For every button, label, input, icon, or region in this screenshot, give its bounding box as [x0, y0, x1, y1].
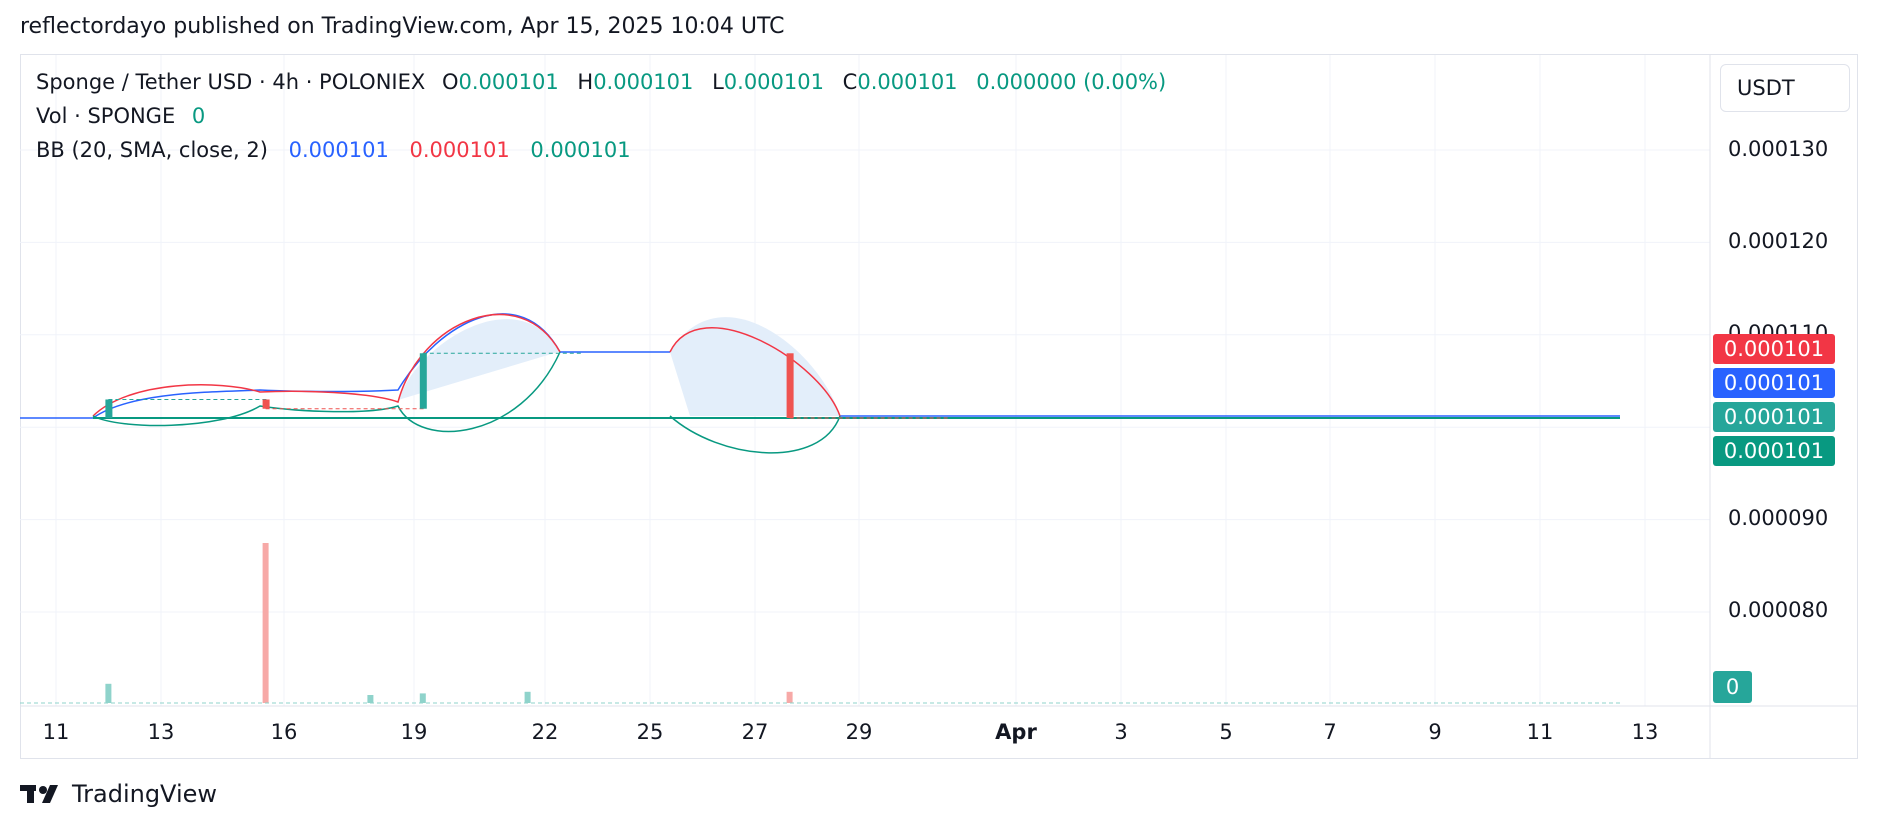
volume-bars [20, 543, 1620, 704]
price-tag-bb-basis: 0.000101 [1713, 368, 1835, 398]
bb-upper-line [92, 313, 841, 417]
price-label-080: 0.000080 [1728, 598, 1829, 622]
low-value: 0.000101 [723, 70, 824, 94]
legend-volume-row: Vol · SPONGE 0 [36, 104, 209, 128]
volume-bar [419, 693, 426, 703]
volume-bar [105, 683, 112, 703]
bb-label: BB (20, SMA, close, 2) [36, 138, 268, 162]
time-label: 11 [1526, 720, 1554, 744]
candle [786, 353, 794, 418]
volume-bar [367, 695, 374, 703]
publish-header: reflectordayo published on TradingView.c… [20, 14, 785, 39]
time-label: 16 [270, 720, 298, 744]
price-tag-last: 0.000101 [1713, 402, 1835, 432]
price-tag-bb-upper: 0.000101 [1713, 334, 1835, 364]
bb-fill [670, 317, 840, 416]
bb-upper-value: 0.000101 [409, 138, 510, 162]
price-tag-bb-lower: 0.000101 [1713, 436, 1835, 466]
time-label: 5 [1219, 720, 1233, 744]
legend-ohlc-row: Sponge / Tether USD · 4h · POLONIEX O0.0… [36, 70, 1170, 94]
open-value: 0.000101 [458, 70, 559, 94]
close-label: C [842, 70, 858, 94]
tradingview-brand[interactable]: TradingView [20, 780, 217, 808]
candle [419, 353, 427, 409]
volume-tag: 0 [1713, 671, 1752, 703]
time-label-month: Apr [995, 720, 1037, 744]
low-label: L [712, 70, 724, 94]
price-label-090: 0.000090 [1728, 506, 1829, 530]
volume-label: Vol · SPONGE [36, 104, 176, 128]
bb-lower-value: 0.000101 [530, 138, 631, 162]
currency-button[interactable]: USDT [1720, 64, 1850, 112]
close-value: 0.000101 [857, 70, 958, 94]
price-label-120: 0.000120 [1728, 229, 1829, 253]
candle [262, 399, 270, 409]
high-value: 0.000101 [593, 70, 694, 94]
tradingview-wordmark: TradingView [72, 780, 218, 808]
price-label-130: 0.000130 [1728, 137, 1829, 161]
symbol-title: Sponge / Tether USD · 4h · POLONIEX [36, 70, 426, 94]
bb-fill [398, 319, 560, 400]
high-label: H [577, 70, 594, 94]
time-label: 11 [42, 720, 70, 744]
tradingview-logo-icon [20, 785, 58, 803]
bb-lower-line [92, 351, 841, 454]
volume-bar [262, 543, 269, 703]
volume-value: 0 [191, 104, 206, 128]
open-label: O [441, 70, 459, 94]
time-label: 13 [147, 720, 175, 744]
time-label: 27 [741, 720, 769, 744]
time-label: 19 [400, 720, 428, 744]
volume-bar [524, 691, 531, 703]
time-label: 7 [1323, 720, 1337, 744]
legend-bb-row: BB (20, SMA, close, 2) 0.000101 0.000101… [36, 138, 635, 162]
time-label: 9 [1428, 720, 1442, 744]
candles [105, 352, 950, 419]
change-value: 0.000000 (0.00%) [976, 70, 1167, 94]
time-label: 22 [531, 720, 559, 744]
chart-pane[interactable] [20, 54, 1858, 759]
time-label: 3 [1114, 720, 1128, 744]
time-label: 13 [1631, 720, 1659, 744]
volume-bar [786, 691, 793, 703]
time-label: 25 [636, 720, 664, 744]
bb-basis-value: 0.000101 [288, 138, 389, 162]
bollinger-bands [20, 313, 1620, 454]
time-label: 29 [845, 720, 873, 744]
candle [105, 399, 113, 418]
